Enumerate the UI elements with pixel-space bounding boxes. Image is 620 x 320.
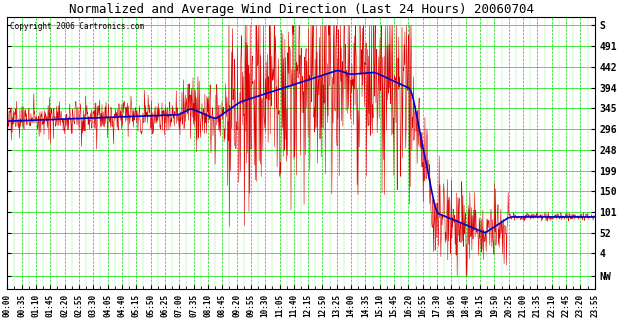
Title: Normalized and Average Wind Direction (Last 24 Hours) 20060704: Normalized and Average Wind Direction (L… [68,3,533,16]
Text: Copyright 2006 Cartronics.com: Copyright 2006 Cartronics.com [10,22,144,31]
